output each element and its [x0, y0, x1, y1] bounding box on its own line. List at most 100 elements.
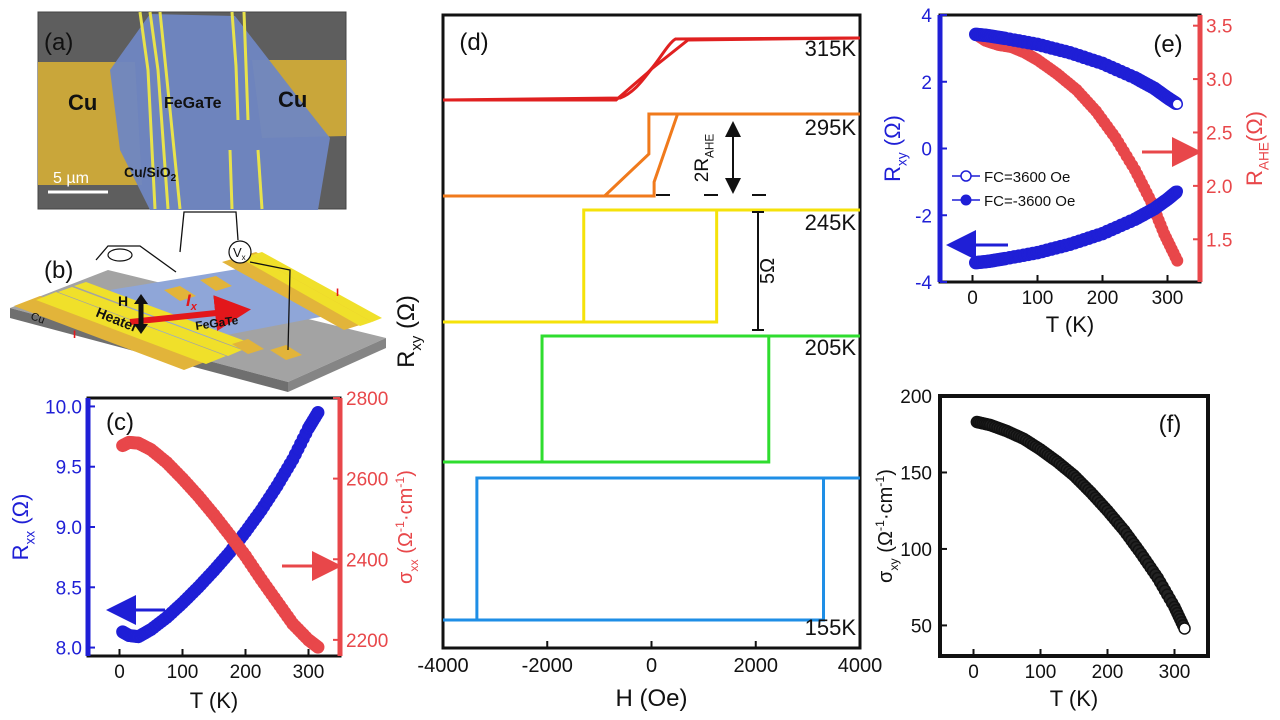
h-label: H: [118, 293, 128, 309]
plot-frame: [441, 13, 862, 650]
heater-current-left: I: [73, 329, 76, 341]
y-tick-label-right: 2.0: [1206, 177, 1232, 198]
y-tick-label: 200: [900, 387, 932, 408]
panel-a-micrograph: (a) Cu Cu FeGaTe Cu/SiO2 5 µm: [37, 11, 347, 210]
rahe-label: 2RAHE: [692, 134, 717, 183]
probe-wire: [95, 245, 177, 273]
data-point-RAHE: [1171, 254, 1184, 267]
y-tick-label-left: 8.0: [56, 639, 82, 660]
hysteresis-loop-245K: [443, 208, 860, 324]
panel-label: (f): [1159, 411, 1182, 438]
x-tick-label: 0: [114, 662, 125, 683]
x-tick-label: 0: [967, 288, 978, 309]
hysteresis-loop-205K: [443, 334, 860, 464]
panel-b-label: (b): [44, 257, 73, 284]
hysteresis-loop-205K: [443, 334, 860, 464]
y-axis-label-right: RAHE(Ω): [1242, 111, 1272, 186]
substrate-label: Cu/SiO2: [124, 164, 177, 184]
legend-marker-filled: [960, 194, 972, 206]
y-tick-label-left: -4: [915, 273, 932, 294]
x-tick-label: 100: [1025, 662, 1057, 683]
x-tick-label: 0: [646, 655, 657, 677]
vx-label: Vx: [233, 245, 246, 262]
x-axis-label: T (K): [1046, 312, 1094, 337]
y-tick-label-left: 0: [921, 140, 932, 161]
temperature-label: 245K: [805, 210, 857, 235]
panel-b-schematic: Vx (b) Cu Heater H Ix FeGaTe I I: [10, 211, 386, 392]
panel-c-rxx-sigmaxx: 0 100 200 300 8.0 8.5 9.0 9.5 10.0 2200 2400 2600 28…: [8, 389, 421, 713]
flake-label-b: FeGaTe: [194, 313, 239, 333]
scale-bar-label: 5 µm: [53, 170, 89, 187]
panel-d-hysteresis: -4000 -2000 0 2000 4000 H (Oe) Rxy (Ω) (d) 315K 2…: [393, 13, 883, 712]
data-point-sigma-xy: [1178, 622, 1191, 635]
y-tick-label: 150: [900, 463, 932, 484]
y-tick-label-left: 10.0: [45, 397, 82, 418]
y-tick-label-right: 2200: [346, 631, 388, 652]
y-tick-label: 100: [900, 540, 932, 561]
ammeter-icon: [107, 248, 133, 262]
current-arrow: [129, 295, 251, 332]
heater-cu-left: [14, 296, 210, 370]
data-point-Rxx: [311, 405, 325, 419]
hysteresis-loop-155K: [443, 476, 860, 622]
x-tick-label: 4000: [838, 655, 883, 677]
contact-pad: [200, 276, 232, 291]
y-tick-label-left: 9.5: [56, 458, 82, 479]
probe-wire: [249, 261, 291, 351]
x-tick-label: 200: [230, 662, 262, 683]
y-axis-label-right: σxx (Ω-1·cm-1): [393, 470, 421, 584]
cu-label: Cu: [29, 311, 46, 327]
panel-label: (c): [106, 409, 134, 436]
voltage-leads: [138, 11, 264, 210]
x-tick-label: 200: [1087, 288, 1119, 309]
data-point-FC=-3600 Oe: [1171, 185, 1183, 197]
temperature-label: 315K: [805, 36, 857, 61]
hysteresis-loop-155K: [443, 476, 860, 622]
data-point-sigma_xx: [311, 640, 325, 654]
x-tick-label: 0: [968, 662, 979, 683]
y-tick-label-right: 2400: [346, 550, 388, 571]
y-tick-label-right: 3.5: [1206, 17, 1232, 38]
panel-a-label: (a): [44, 29, 73, 56]
y-tick-label-right: 1.5: [1206, 230, 1232, 251]
temperature-label: 295K: [805, 115, 857, 140]
y-tick-label-right: 2800: [346, 389, 388, 410]
panel-label: (d): [459, 29, 488, 56]
x-axis-label: T (K): [190, 688, 238, 713]
y-axis-label: σxy (Ω-1·cm-1): [873, 469, 901, 583]
probe-wire: [179, 211, 239, 253]
temperature-label: 155K: [805, 615, 857, 640]
contact-pad: [164, 286, 196, 301]
x-tick-label: -2000: [522, 655, 573, 677]
data-point-FC=3600 Oe: [1171, 98, 1183, 110]
y-tick-label-right: 2600: [346, 470, 388, 491]
y-axis-label: Rxy (Ω): [393, 295, 425, 368]
legend-label: FC=-3600 Oe: [984, 193, 1075, 210]
y-tick-label-left: -2: [915, 206, 932, 227]
scale-bar-label: 5Ω: [757, 258, 779, 284]
x-tick-label: 200: [1092, 662, 1124, 683]
hysteresis-loop-295K: [443, 112, 860, 198]
panel-label: (e): [1153, 31, 1182, 58]
heater-current-right: I: [336, 287, 339, 299]
x-axis-label: T (K): [1050, 686, 1098, 711]
x-axis-label: H (Oe): [616, 685, 688, 712]
legend: FC=3600 Oe FC=-3600 Oe: [952, 169, 1075, 210]
x-tick-label: 100: [1022, 288, 1054, 309]
y-tick-label-left: 4: [921, 6, 932, 27]
contact-pad: [232, 339, 264, 354]
x-tick-label: 300: [1152, 288, 1184, 309]
current-label: Ix: [186, 291, 198, 313]
x-tick-label: 300: [293, 662, 325, 683]
legend-label: FC=3600 Oe: [984, 169, 1070, 186]
heater-stripe-1: [36, 292, 226, 364]
hysteresis-loop-315K: [443, 36, 861, 102]
x-tick-label: -4000: [417, 655, 468, 677]
y-tick-label-left: 2: [921, 73, 932, 94]
contact-pad: [270, 345, 302, 360]
left-pad-label: Cu: [68, 90, 97, 115]
y-axis-label-left: Rxx (Ω): [8, 494, 38, 561]
y-tick-label-left: 8.5: [56, 578, 82, 599]
y-tick-label-left: 9.0: [56, 518, 82, 539]
